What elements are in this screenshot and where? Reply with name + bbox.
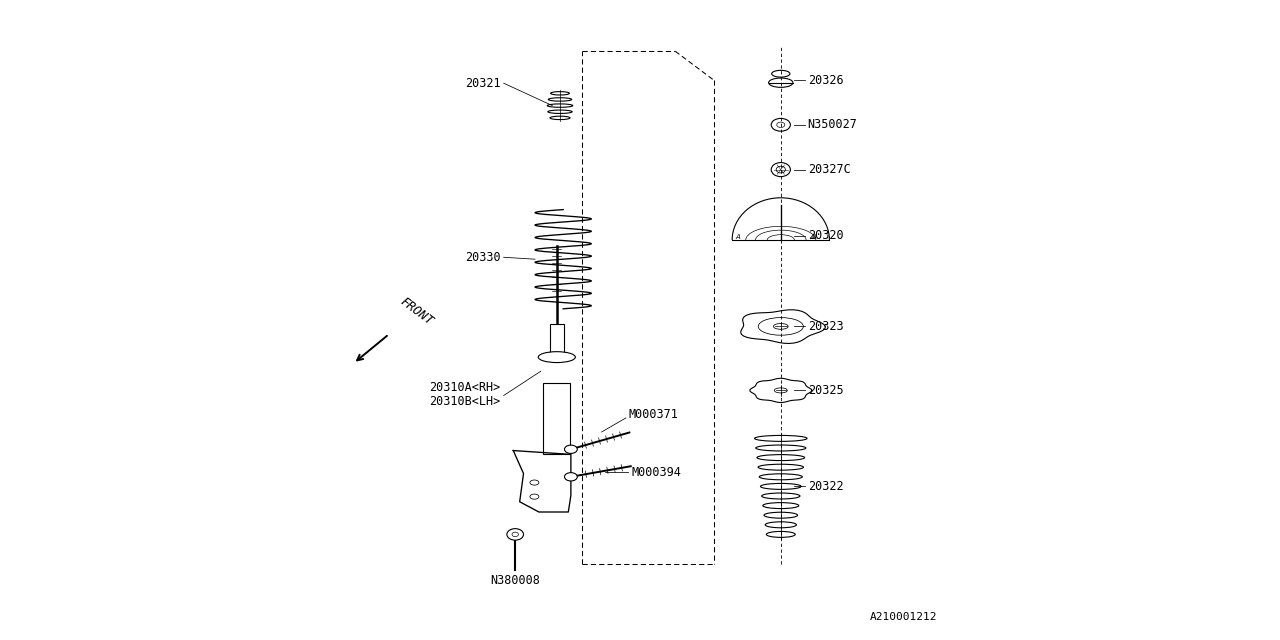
- Text: A: A: [812, 234, 817, 239]
- Text: 20330: 20330: [465, 251, 500, 264]
- Text: M000371: M000371: [628, 408, 678, 421]
- Ellipse shape: [564, 445, 577, 453]
- Ellipse shape: [507, 529, 524, 540]
- Text: 20326: 20326: [808, 74, 844, 86]
- Text: A210001212: A210001212: [870, 612, 937, 622]
- Text: A: A: [736, 234, 740, 239]
- Text: N380008: N380008: [490, 574, 540, 587]
- Text: N350027: N350027: [808, 118, 858, 131]
- Ellipse shape: [539, 352, 575, 362]
- Bar: [544, 383, 571, 454]
- Text: 20322: 20322: [808, 480, 844, 493]
- Text: 20320: 20320: [808, 229, 844, 242]
- Text: M000394: M000394: [631, 466, 681, 479]
- Text: 20325: 20325: [808, 384, 844, 397]
- Text: 20327C: 20327C: [808, 163, 850, 176]
- Text: 20310A<RH>: 20310A<RH>: [429, 381, 500, 394]
- Bar: [550, 324, 564, 355]
- Text: 20323: 20323: [808, 320, 844, 333]
- Text: 20310B<LH>: 20310B<LH>: [429, 396, 500, 408]
- Text: FRONT: FRONT: [398, 295, 436, 328]
- Ellipse shape: [564, 472, 577, 481]
- Text: 20321: 20321: [465, 77, 500, 90]
